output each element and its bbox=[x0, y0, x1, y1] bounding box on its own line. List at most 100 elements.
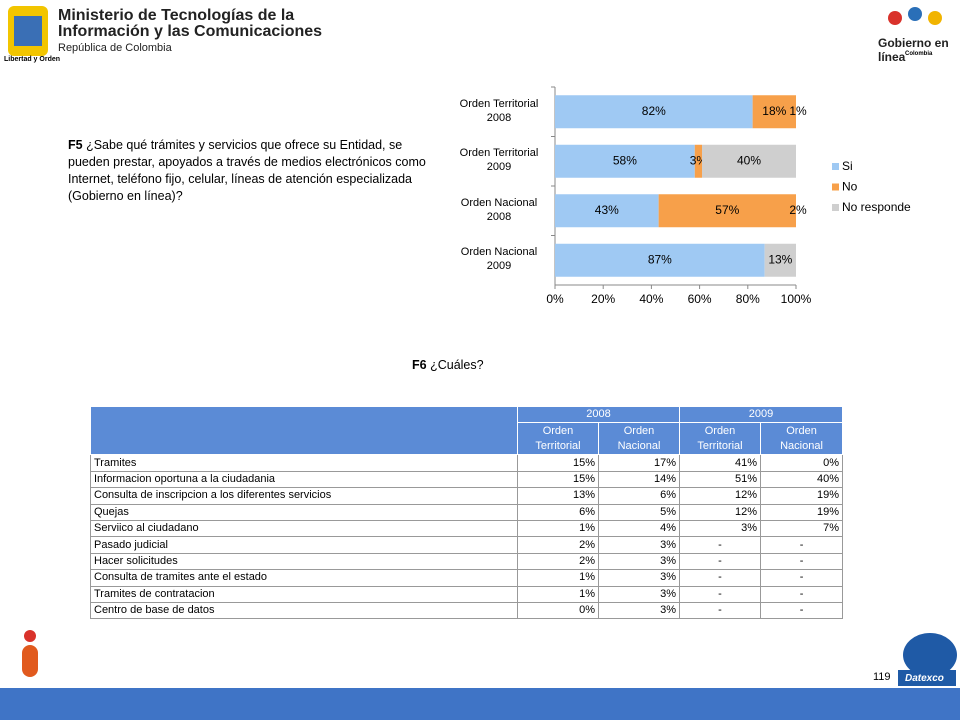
table-row: Quejas 6% 5% 12% 19% bbox=[90, 503, 844, 521]
value-cell: - bbox=[679, 552, 762, 571]
page-number: 119 bbox=[873, 671, 891, 683]
data-label: 87% bbox=[648, 252, 672, 266]
value-cell: 3% bbox=[597, 585, 681, 603]
question-text: ¿Sabe qué trámites y servicios que ofrec… bbox=[68, 138, 426, 203]
data-label: 82% bbox=[642, 104, 666, 118]
table-row: Informacion oportuna a la ciudadania 15% 1… bbox=[90, 470, 844, 489]
legend-label: No bbox=[842, 180, 858, 194]
value-cell: 3% bbox=[597, 569, 681, 587]
data-label: 18% bbox=[762, 104, 786, 118]
gel-title: Gobierno en línea bbox=[878, 36, 949, 64]
value-cell: - bbox=[760, 552, 844, 571]
ministry: Ministerio de Tecnologías de la Informac… bbox=[58, 8, 322, 56]
table-row: Consulta de tramites ante el estado 1% 3% -… bbox=[90, 569, 844, 587]
footer-logo: Datexco bbox=[905, 673, 944, 684]
row-label: Hacer solicitudes bbox=[90, 552, 518, 571]
column-header: Orden Nacional bbox=[597, 422, 681, 456]
row-label: Tramites bbox=[90, 454, 518, 472]
bar-segment bbox=[555, 194, 659, 228]
mascot bbox=[22, 645, 38, 677]
value-cell: 3% bbox=[597, 601, 681, 620]
question-text: ¿Cuáles? bbox=[430, 358, 484, 372]
x-tick-label: 40% bbox=[639, 292, 663, 306]
year-header: 2008 bbox=[516, 405, 681, 424]
value-cell: 1% bbox=[517, 585, 599, 603]
value-cell: 40% bbox=[760, 470, 844, 489]
value-cell: 7% bbox=[760, 519, 844, 538]
coat-of-arms-shield bbox=[14, 16, 42, 46]
value-cell: 3% bbox=[679, 519, 762, 538]
data-label: 1% bbox=[789, 104, 807, 118]
data-label: 2% bbox=[789, 203, 807, 217]
datexco-logo bbox=[898, 670, 956, 686]
gel-logo bbox=[928, 11, 942, 25]
category-label: Orden Nacional 2008 bbox=[460, 196, 538, 223]
value-cell: 19% bbox=[760, 503, 844, 521]
motto: Libertad y Orden bbox=[4, 56, 61, 63]
legend-swatch bbox=[832, 204, 839, 211]
bar-segment bbox=[694, 144, 703, 178]
x-tick-label: 20% bbox=[591, 292, 615, 306]
row-label: Centro de base de datos bbox=[90, 601, 518, 620]
bar-segment bbox=[764, 243, 796, 277]
value-cell: 6% bbox=[517, 503, 599, 521]
value-cell: 14% bbox=[597, 470, 681, 489]
bar-segment bbox=[658, 194, 796, 228]
bar-segment bbox=[752, 95, 796, 129]
category-label: Orden Territorial 2009 bbox=[459, 147, 539, 174]
x-tick-label: 80% bbox=[736, 292, 760, 306]
value-cell: 0% bbox=[760, 454, 844, 472]
value-cell: - bbox=[760, 601, 844, 620]
bar-segment bbox=[555, 144, 695, 178]
gel-country: Colombia bbox=[905, 51, 933, 57]
row-label: Serviico al ciudadano bbox=[90, 519, 518, 538]
column-header: Orden Territorial bbox=[679, 422, 762, 456]
table-row: Consulta de inscripcion a los diferentes… bbox=[90, 487, 844, 505]
value-cell: - bbox=[679, 585, 762, 603]
question-code: F6 bbox=[412, 358, 427, 372]
column-header: Orden Nacional bbox=[760, 422, 844, 456]
x-tick-label: 100% bbox=[781, 292, 812, 306]
data-label: 43% bbox=[595, 203, 619, 217]
data-label: 58% bbox=[613, 153, 637, 167]
gel-logo bbox=[908, 7, 922, 21]
value-cell: 51% bbox=[679, 470, 762, 489]
bar-segment bbox=[555, 243, 765, 277]
value-cell: 12% bbox=[679, 503, 762, 521]
value-cell: 13% bbox=[517, 487, 599, 505]
table: 2008 2009 Orden Territorial Orden Nacional O… bbox=[90, 405, 844, 620]
value-cell: 15% bbox=[517, 470, 599, 489]
mascot bbox=[24, 630, 36, 642]
value-cell: 5% bbox=[597, 503, 681, 521]
table-row: Pasado judicial 2% 3% - - bbox=[90, 536, 844, 554]
data-label: 13% bbox=[768, 252, 792, 266]
ministry-line: Información y las Comunicaciones bbox=[58, 23, 323, 40]
value-cell: 0% bbox=[517, 601, 599, 620]
value-cell: 3% bbox=[597, 552, 681, 571]
value-cell: - bbox=[760, 585, 844, 603]
value-cell: 1% bbox=[517, 569, 599, 587]
data-label: 40% bbox=[737, 153, 761, 167]
value-cell: 19% bbox=[760, 487, 844, 505]
footer-band bbox=[0, 688, 960, 720]
x-tick-label: 0% bbox=[546, 292, 564, 306]
value-cell: 4% bbox=[597, 519, 681, 538]
chart: 0% 20% 40% 60% 80% 100%82% 18% 1%58% 3% 40%43% 57%… bbox=[546, 86, 911, 306]
row-label: Tramites de contratacion bbox=[90, 585, 518, 603]
value-cell: - bbox=[760, 536, 844, 554]
ministry-line: Ministerio de Tecnologías de la bbox=[58, 7, 295, 24]
question-code: F5 bbox=[68, 138, 83, 152]
row-label: Pasado judicial bbox=[90, 536, 518, 554]
value-cell: 2% bbox=[517, 536, 599, 554]
header-cell bbox=[90, 405, 518, 456]
value-cell: - bbox=[679, 569, 762, 587]
year-header: 2009 bbox=[679, 405, 844, 424]
value-cell: - bbox=[679, 536, 762, 554]
value-cell: 15% bbox=[517, 454, 599, 472]
table-row: Tramites 15% 17% 41% 0% bbox=[90, 454, 844, 472]
row-label: Informacion oportuna a la ciudadania bbox=[90, 470, 518, 489]
row-label: Quejas bbox=[90, 503, 518, 521]
legend-label: Si bbox=[842, 159, 853, 173]
